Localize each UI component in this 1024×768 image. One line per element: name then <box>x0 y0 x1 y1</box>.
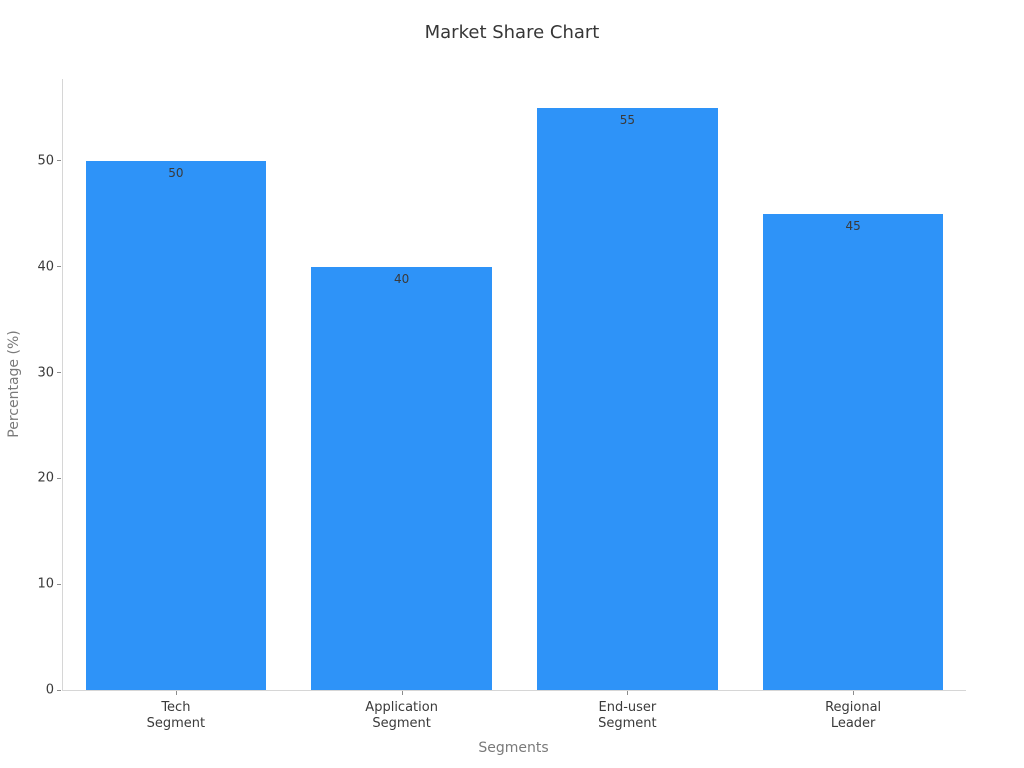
x-tick-label: Regional Leader <box>825 700 882 731</box>
y-tick-label: 50 <box>37 153 54 169</box>
x-tick-mark <box>401 691 403 695</box>
bar <box>85 161 267 690</box>
bar <box>537 108 718 690</box>
bar <box>762 213 944 690</box>
y-tick-mark <box>57 583 61 585</box>
y-tick-mark <box>57 160 61 162</box>
y-tick-label: 40 <box>37 259 54 275</box>
x-tick-label: Tech Segment <box>146 700 206 731</box>
x-axis-label: Segments <box>478 740 549 756</box>
chart-title: Market Share Chart <box>424 22 600 43</box>
y-tick-mark <box>57 689 61 691</box>
y-tick-mark <box>57 372 61 374</box>
bar-value-label: 40 <box>393 271 410 286</box>
x-tick-mark <box>175 691 177 695</box>
y-tick-mark <box>57 266 61 268</box>
y-axis-label: Percentage (%) <box>6 330 22 438</box>
bar <box>311 266 492 690</box>
bar-value-label: 50 <box>168 165 184 180</box>
bar-value-label: 45 <box>845 218 861 233</box>
x-tick-mark <box>627 691 629 695</box>
x-tick-label: End-user Segment <box>598 700 657 731</box>
x-tick-label: Application Segment <box>365 700 438 731</box>
bar-value-label: 55 <box>619 113 636 128</box>
y-tick-label: 30 <box>37 365 54 381</box>
y-tick-label: 10 <box>37 576 54 592</box>
y-tick-mark <box>57 477 61 479</box>
plot-area: 0 10 20 30 40 50 50 Tech Segment 40 Application S… <box>37 79 966 731</box>
y-tick-label: 20 <box>37 470 54 486</box>
x-tick-mark <box>853 691 855 695</box>
y-tick-label: 0 <box>45 682 54 698</box>
